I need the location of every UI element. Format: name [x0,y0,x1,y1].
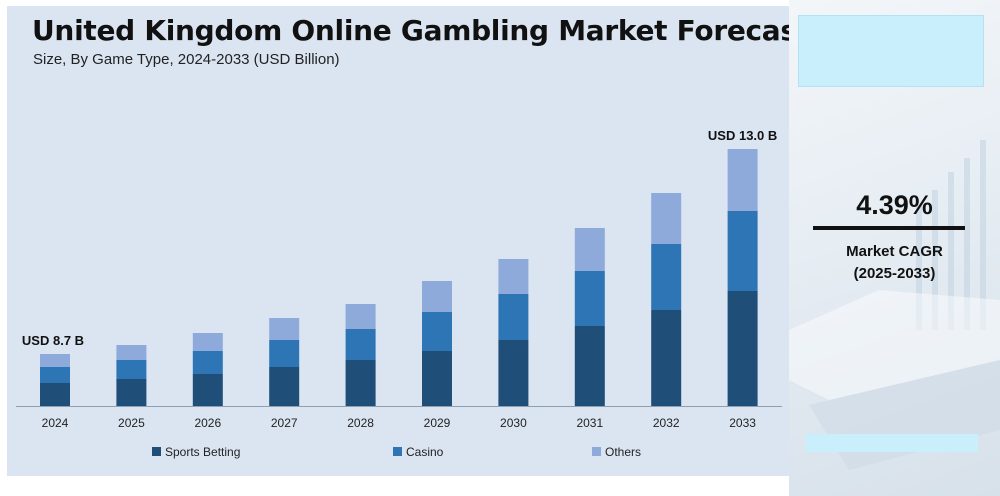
x-tick-label: 2028 [347,416,374,430]
cagr-panel: 4.39% Market CAGR (2025-2033) [789,0,1000,496]
bar-casino-2024 [40,367,70,383]
bar-others-2031 [574,228,605,271]
cagr-period-text: (2025-2033) [853,265,936,282]
bar-others-2025 [116,345,147,360]
cagr-label-text: Market CAGR [846,243,943,260]
legend-swatch [592,447,601,456]
bar-sports-betting-2029 [422,351,452,406]
bar-casino-2027 [269,340,300,367]
bar-others-2027 [269,318,300,340]
x-tick-label: 2030 [500,416,527,430]
x-tick-label: 2033 [729,416,756,430]
x-tick-label: 2031 [576,416,603,430]
legend-swatch [393,447,402,456]
bar-others-2032 [651,193,682,244]
chart-subtitle: Size, By Game Type, 2024-2033 (USD Billi… [33,51,340,68]
cagr-divider [813,226,965,230]
data-label-total: USD 8.7 B [22,333,84,348]
bar-sports-betting-2026 [192,374,223,406]
bar-casino-2033 [727,211,758,291]
data-label-total: USD 13.0 B [708,128,777,143]
legend-label: Others [605,445,641,459]
stacked-bar-chart: 2024 USD 8.7 B 2025 2026 2027 2028 2029 2030 203… [16,128,782,459]
x-tick-label: 2025 [118,416,145,430]
bar-casino-2026 [192,351,223,374]
bar-others-2026 [192,333,223,351]
legend-label: Sports Betting [165,445,240,459]
bar-sports-betting-2032 [651,310,682,406]
side-banner-top [798,15,984,87]
bar-casino-2031 [574,271,605,326]
cagr-label: Market CAGR (2025-2033) [789,241,1000,285]
bar-sports-betting-2030 [498,340,529,406]
bar-others-2030 [498,259,529,294]
bar-sports-betting-2033 [727,291,758,406]
x-tick-label: 2032 [653,416,680,430]
bar-others-2028 [345,304,376,329]
legend-swatch [152,447,161,456]
x-tick-label: 2024 [42,416,69,430]
bar-others-2033 [727,149,758,211]
bar-casino-2028 [345,329,376,360]
cagr-value: 4.39% [856,190,933,220]
bar-casino-2029 [422,312,452,351]
bar-others-2029 [422,281,452,312]
bar-casino-2032 [651,244,682,310]
x-tick-label: 2029 [424,416,451,430]
x-tick-label: 2027 [271,416,298,430]
bar-sports-betting-2024 [40,383,70,406]
bar-casino-2030 [498,294,529,340]
side-banner-bottom [806,434,978,452]
x-tick-label: 2026 [194,416,221,430]
bar-casino-2025 [116,360,147,379]
bar-sports-betting-2028 [345,360,376,406]
legend-label: Casino [406,445,444,459]
bar-others-2024 [40,354,70,367]
page-title: United Kingdom Online Gambling Market Fo… [32,14,810,47]
bar-sports-betting-2031 [574,326,605,406]
bar-sports-betting-2027 [269,367,300,406]
bar-sports-betting-2025 [116,379,147,406]
